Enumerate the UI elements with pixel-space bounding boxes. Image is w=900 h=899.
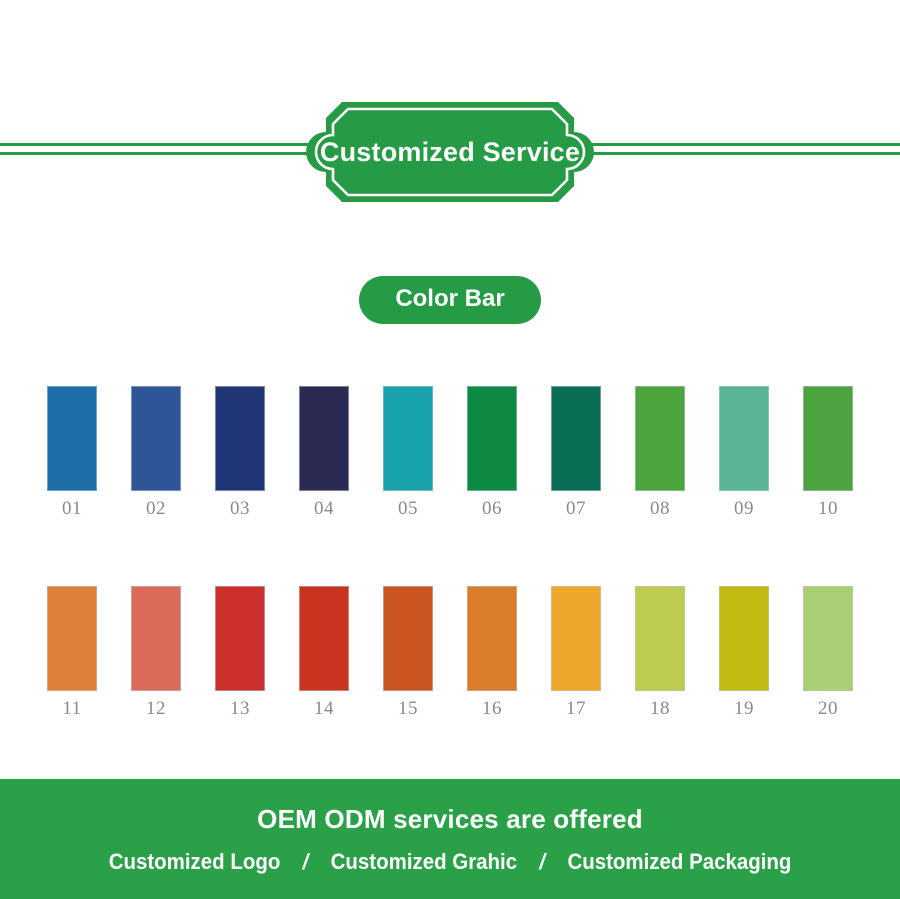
swatch-cell-10[interactable]: 10	[803, 386, 853, 518]
swatch-chip-01[interactable]	[47, 386, 97, 491]
swatch-cell-16[interactable]: 16	[467, 586, 517, 718]
swatch-cell-14[interactable]: 14	[299, 586, 349, 718]
swatch-label-07: 07	[566, 498, 586, 519]
footer-service-graphic: Customized Grahic	[330, 848, 518, 874]
swatch-cell-13[interactable]: 13	[215, 586, 265, 718]
swatch-chip-07[interactable]	[551, 386, 601, 491]
swatch-chip-02[interactable]	[131, 386, 181, 491]
swatch-label-02: 02	[146, 498, 166, 519]
footer-services: Customized Logo / Customized Grahic / Cu…	[109, 849, 792, 875]
swatch-cell-11[interactable]: 11	[47, 586, 97, 718]
swatch-cell-20[interactable]: 20	[803, 586, 853, 718]
swatch-chip-19[interactable]	[719, 586, 769, 691]
footer-separator-1: /	[302, 848, 309, 874]
swatch-cell-18[interactable]: 18	[635, 586, 685, 718]
footer-headline: OEM ODM services are offered	[257, 803, 643, 834]
swatch-chip-18[interactable]	[635, 586, 685, 691]
swatch-label-11: 11	[62, 698, 82, 719]
swatch-label-08: 08	[650, 498, 670, 519]
swatch-label-10: 10	[818, 498, 838, 519]
swatch-chip-09[interactable]	[719, 386, 769, 491]
swatch-cell-05[interactable]: 05	[383, 386, 433, 518]
swatch-chip-16[interactable]	[467, 586, 517, 691]
swatch-chip-10[interactable]	[803, 386, 853, 491]
swatch-row: 11 12 13 14 15 16 17 18 19 20	[0, 586, 900, 718]
swatch-cell-07[interactable]: 07	[551, 386, 601, 518]
swatch-cell-02[interactable]: 02	[131, 386, 181, 518]
swatch-label-15: 15	[398, 698, 418, 719]
swatch-chip-06[interactable]	[467, 386, 517, 491]
swatch-label-01: 01	[62, 498, 82, 519]
swatch-chip-20[interactable]	[803, 586, 853, 691]
swatch-grid-row-1: 01 02 03 04 05 06 07 08 09 10	[0, 386, 900, 518]
swatch-cell-03[interactable]: 03	[215, 386, 265, 518]
swatch-row: 01 02 03 04 05 06 07 08 09 10	[0, 386, 900, 518]
footer-service-packaging: Customized Packaging	[567, 848, 792, 874]
swatch-cell-19[interactable]: 19	[719, 586, 769, 718]
swatch-label-19: 19	[734, 698, 754, 719]
swatch-label-20: 20	[818, 698, 838, 719]
swatch-label-16: 16	[482, 698, 502, 719]
swatch-label-04: 04	[314, 498, 334, 519]
swatch-chip-11[interactable]	[47, 586, 97, 691]
swatch-cell-06[interactable]: 06	[467, 386, 517, 518]
swatch-chip-05[interactable]	[383, 386, 433, 491]
plaque-shape-icon	[306, 102, 594, 202]
swatch-label-18: 18	[650, 698, 670, 719]
swatch-chip-12[interactable]	[131, 586, 181, 691]
color-bar-pill: Color Bar	[359, 276, 541, 324]
swatch-label-13: 13	[230, 698, 250, 719]
swatch-chip-13[interactable]	[215, 586, 265, 691]
swatch-label-03: 03	[230, 498, 250, 519]
swatch-cell-15[interactable]: 15	[383, 586, 433, 718]
swatch-cell-17[interactable]: 17	[551, 586, 601, 718]
swatch-cell-12[interactable]: 12	[131, 586, 181, 718]
swatch-cell-09[interactable]: 09	[719, 386, 769, 518]
swatch-label-09: 09	[734, 498, 754, 519]
swatch-label-17: 17	[566, 698, 586, 719]
swatch-chip-15[interactable]	[383, 586, 433, 691]
swatch-cell-01[interactable]: 01	[47, 386, 97, 518]
footer-service-logo: Customized Logo	[108, 848, 281, 874]
header-plaque: Customized Service	[306, 98, 594, 206]
swatch-chip-04[interactable]	[299, 386, 349, 491]
swatch-label-06: 06	[482, 498, 502, 519]
swatch-chip-14[interactable]	[299, 586, 349, 691]
swatch-label-12: 12	[146, 698, 166, 719]
swatch-chip-03[interactable]	[215, 386, 265, 491]
swatch-label-05: 05	[398, 498, 418, 519]
footer-separator-2: /	[539, 848, 546, 874]
swatch-chip-17[interactable]	[551, 586, 601, 691]
swatch-label-14: 14	[314, 698, 334, 719]
swatch-chip-08[interactable]	[635, 386, 685, 491]
swatch-cell-08[interactable]: 08	[635, 386, 685, 518]
swatch-cell-04[interactable]: 04	[299, 386, 349, 518]
footer-banner: OEM ODM services are offered Customized …	[0, 779, 900, 899]
header-banner: Customized Service	[0, 98, 900, 206]
color-bar-section-header: Color Bar	[0, 276, 900, 324]
swatch-grid-row-2: 11 12 13 14 15 16 17 18 19 20	[0, 586, 900, 718]
page-title: Customized Service	[319, 136, 581, 167]
